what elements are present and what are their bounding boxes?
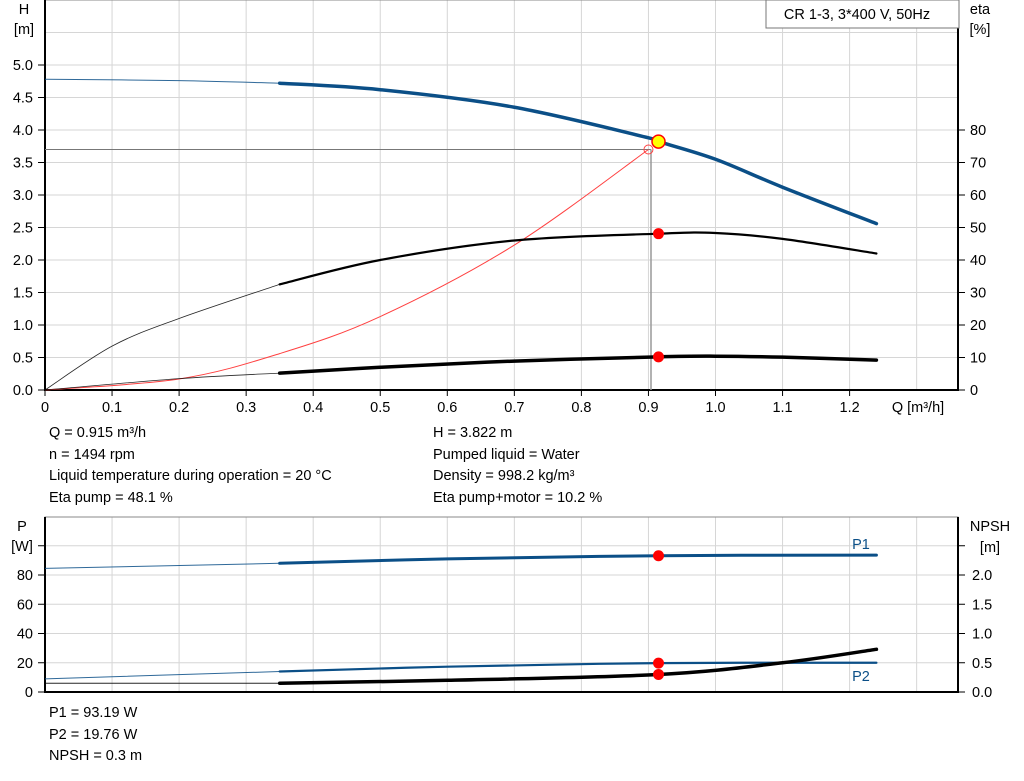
eta-tick-label: 10 (970, 351, 986, 367)
npsh-curve (277, 647, 879, 685)
upper-ticks: 0 0.1 0.2 0.3 0.4 0.5 0.6 0.7 0.8 0.9 1.0 1.1 1.2 0.0… (13, 58, 986, 416)
h-axis-label: H (19, 2, 29, 18)
eta-pump-curve-extrapolated (44, 283, 280, 391)
info-p1: P1 = 93.19 W (49, 705, 138, 721)
info-pumped-liquid: Pumped liquid = Water (433, 446, 580, 463)
x-tick-label: 0.3 (236, 400, 256, 416)
eta-total-marker (653, 351, 665, 363)
system-curve (44, 149, 649, 391)
info-density: Density = 998.2 kg/m³ (433, 468, 575, 484)
p1-marker (653, 550, 665, 562)
eta-axis-label: eta (970, 2, 991, 18)
info-eta-pump: Eta pump = 48.1 % (49, 489, 173, 506)
q-axis-label: Q [m³/h] (892, 400, 944, 416)
npsh-axis-unit: [m] (980, 540, 1000, 556)
p-tick-label: 80 (17, 568, 33, 584)
upper-curves (44, 78, 879, 391)
h-tick-label: 0.0 (13, 383, 33, 399)
head-curve (277, 81, 879, 226)
eta-axis-unit: [%] (970, 22, 991, 38)
info-flow: Q = 0.915 m³/h (49, 425, 147, 441)
x-tick-label: 0.5 (370, 400, 390, 416)
x-tick-label: 0.1 (102, 400, 122, 416)
x-tick-label: 0 (41, 400, 49, 416)
eta-tick-label: 80 (970, 123, 986, 139)
duty-point-marker (651, 134, 666, 149)
h-tick-label: 1.0 (13, 318, 33, 334)
p1-curve (278, 553, 878, 565)
pump-title-box (765, 0, 960, 29)
eta-tick-label: 60 (970, 188, 986, 204)
npsh-tick-label: 1.0 (972, 627, 992, 643)
h-tick-label: 2.0 (13, 253, 33, 269)
eta-pump-marker (653, 228, 665, 240)
info-speed: n = 1494 rpm (49, 446, 135, 463)
lower-curves (44, 550, 879, 685)
x-tick-label: 1.2 (840, 400, 860, 416)
eta-total-curve (277, 354, 879, 375)
npsh-tick-label: 2.0 (972, 568, 992, 584)
x-tick-label: 0.7 (504, 400, 524, 416)
h-tick-label: 4.5 (13, 91, 33, 107)
info-npsh: NPSH = 0.3 m (49, 748, 143, 764)
p-axis-label: P (17, 519, 27, 535)
p-axis-unit: [W] (11, 539, 33, 555)
h-tick-label: 3.0 (13, 188, 33, 204)
h-tick-label: 2.5 (13, 221, 33, 237)
npsh-tick-label: 1.5 (972, 597, 992, 613)
upper-info-right: H = 3.822 m Pumped liquid = Water Densit… (433, 423, 602, 509)
lower-info: P1 = 93.19 W P2 = 19.76 W NPSH = 0.3 m (49, 703, 142, 768)
p2-curve-extrapolated (44, 671, 280, 680)
h-tick-label: 4.0 (13, 123, 33, 139)
upper-info-left: Q = 0.915 m³/h n = 1494 rpm Liquid tempe… (49, 423, 332, 509)
x-tick-label: 1.1 (772, 400, 792, 416)
h-axis-unit: [m] (14, 22, 34, 38)
npsh-tick-label: 0.0 (972, 685, 992, 701)
eta-tick-label: 70 (970, 156, 986, 172)
eta-tick-label: 20 (970, 318, 986, 334)
npsh-tick-label: 0.5 (972, 656, 992, 672)
p-tick-label: 20 (17, 656, 33, 672)
info-liquid-temperature: Liquid temperature during operation = 20… (49, 468, 332, 484)
h-tick-label: 0.5 (13, 351, 33, 367)
p2-curve-label: P2 (852, 669, 870, 685)
pump-title: CR 1-3, 3*400 V, 50Hz (784, 7, 930, 23)
x-tick-label: 0.6 (437, 400, 457, 416)
p1-curve-label: P1 (852, 537, 870, 553)
p-tick-label: 40 (17, 627, 33, 643)
lower-ticks: 0 20 40 60 80 0.0 0.5 1.0 1.5 2.0 (17, 545, 992, 701)
x-tick-label: 1.0 (705, 400, 725, 416)
eta-pump-curve (278, 231, 878, 286)
x-tick-label: 0.4 (303, 400, 323, 416)
upper-grid (45, 0, 958, 390)
system-point-marker (643, 144, 654, 155)
h-tick-label: 1.5 (13, 286, 33, 302)
p2-curve (278, 661, 878, 673)
info-p2: P2 = 19.76 W (49, 726, 138, 743)
p-tick-label: 0 (25, 685, 33, 701)
npsh-marker (653, 668, 665, 680)
p2-marker (653, 657, 665, 669)
p1-curve-extrapolated (44, 562, 280, 569)
p-tick-label: 60 (17, 597, 33, 613)
x-tick-label: 0.9 (638, 400, 658, 416)
eta-total-curve-extrapolated (44, 372, 280, 391)
head-curve-extrapolated (44, 78, 280, 84)
info-head: H = 3.822 m (433, 425, 513, 441)
x-tick-label: 0.8 (571, 400, 591, 416)
h-tick-label: 3.5 (13, 156, 33, 172)
x-tick-label: 0.2 (169, 400, 189, 416)
eta-tick-label: 0 (970, 383, 978, 399)
eta-tick-label: 40 (970, 253, 986, 269)
eta-tick-label: 50 (970, 221, 986, 237)
eta-tick-label: 30 (970, 286, 986, 302)
h-tick-label: 5.0 (13, 58, 33, 74)
npsh-axis-label: NPSH (970, 519, 1010, 535)
info-eta-pump-motor: Eta pump+motor = 10.2 % (433, 489, 603, 506)
